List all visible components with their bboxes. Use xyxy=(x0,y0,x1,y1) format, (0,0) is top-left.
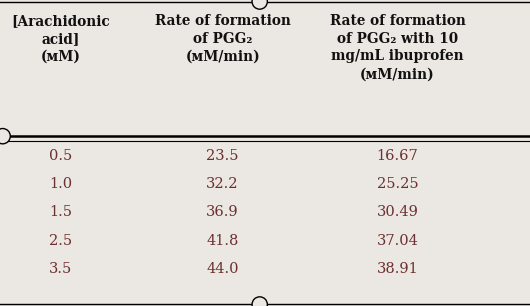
Text: 1.5: 1.5 xyxy=(49,205,73,219)
Text: 25.25: 25.25 xyxy=(377,177,418,191)
Text: 38.91: 38.91 xyxy=(377,262,418,276)
Text: 30.49: 30.49 xyxy=(376,205,419,219)
Text: 23.5: 23.5 xyxy=(206,149,239,163)
Text: 37.04: 37.04 xyxy=(376,233,419,248)
Text: 1.0: 1.0 xyxy=(49,177,73,191)
Text: Rate of formation
of PGG₂ with 10
mg/mL ibuprofen
(мM/min): Rate of formation of PGG₂ with 10 mg/mL … xyxy=(330,14,465,81)
Text: 2.5: 2.5 xyxy=(49,233,73,248)
Ellipse shape xyxy=(0,129,10,144)
Text: 41.8: 41.8 xyxy=(206,233,239,248)
Text: 3.5: 3.5 xyxy=(49,262,73,276)
Ellipse shape xyxy=(252,297,267,306)
Text: Rate of formation
of PGG₂
(мM/min): Rate of formation of PGG₂ (мM/min) xyxy=(155,14,290,63)
Text: [Arachidonic
acid]
(мM): [Arachidonic acid] (мM) xyxy=(12,14,110,63)
Text: 36.9: 36.9 xyxy=(206,205,239,219)
Ellipse shape xyxy=(252,0,267,9)
Text: 0.5: 0.5 xyxy=(49,149,73,163)
Text: 16.67: 16.67 xyxy=(377,149,418,163)
Text: 32.2: 32.2 xyxy=(206,177,239,191)
Text: 44.0: 44.0 xyxy=(206,262,239,276)
